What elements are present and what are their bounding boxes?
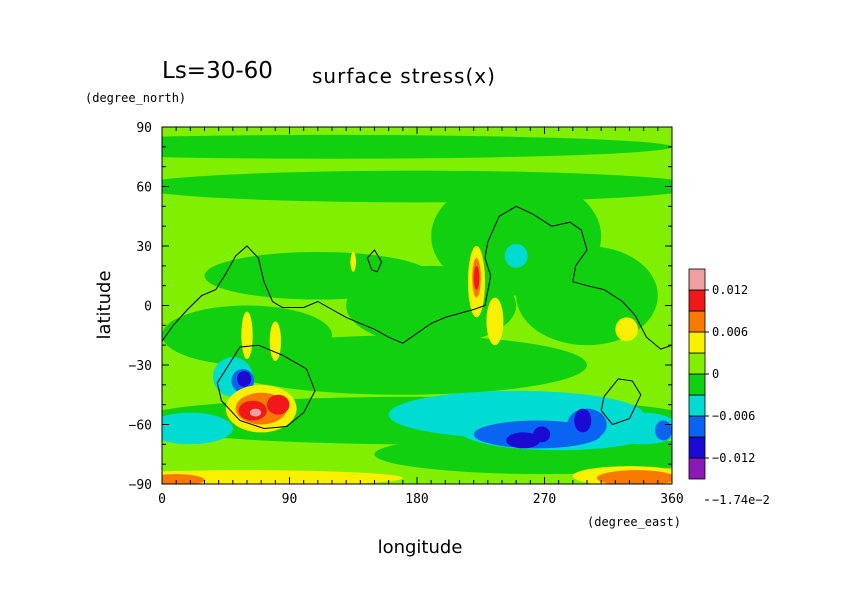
colorbar-swatch-1	[688, 436, 706, 459]
colorbar-swatch-3	[688, 394, 706, 417]
colorbar-label-3: −0.006	[712, 409, 755, 423]
y-axis-title: latitude	[94, 270, 115, 339]
field-patch-29	[615, 317, 639, 342]
colorbar-label-0: 0.012	[712, 283, 748, 297]
field-patch-21	[533, 426, 551, 443]
colorbar-swatch-6	[688, 331, 706, 354]
x-tick-label-270: 270	[533, 492, 556, 507]
y-tick-label-60: 60	[136, 181, 152, 196]
field-patch-30	[350, 251, 357, 272]
chart-title-left: Ls=30-60	[162, 58, 273, 84]
x-tick-label-90: 90	[282, 492, 298, 507]
field-patch-22	[574, 408, 592, 433]
field-patch-31	[162, 470, 403, 484]
chart-title-right: surface stress(x)	[312, 64, 496, 88]
contour-loop-1	[366, 249, 383, 273]
y-tick-label--60: −60	[129, 419, 152, 434]
field-patch-0	[162, 134, 672, 159]
field-patch-38	[266, 394, 290, 415]
colorbar-swatch-2	[688, 415, 706, 438]
x-tick-label-360: 360	[660, 492, 683, 507]
colorbar: 0.012 0.006 0 −0.006 −0.012 −1.74e−2	[688, 268, 770, 507]
contour-loop-2	[600, 378, 642, 426]
y-unit-label: (degree_north)	[85, 91, 186, 105]
y-tick-label--90: −90	[129, 478, 152, 493]
field-patch-23	[237, 370, 252, 387]
y-tick-label-30: 30	[136, 240, 152, 255]
x-tick-label-0: 0	[158, 492, 166, 507]
colorbar-swatch-8	[688, 289, 706, 312]
x-axis-title: longitude	[378, 537, 463, 558]
field-patch-15	[504, 244, 528, 268]
field-patch-34	[162, 474, 205, 484]
field-patch-28	[486, 297, 504, 346]
field-patch-26	[269, 321, 282, 362]
y-tick-label-0: 0	[144, 300, 152, 315]
field-patch-18	[655, 420, 672, 441]
y-tick-label-90: 90	[136, 121, 152, 136]
field-patch-25	[241, 311, 253, 360]
x-unit-label: (degree_east)	[587, 515, 681, 529]
colorbar-swatch-5	[688, 352, 706, 375]
colorbar-swatch-4	[688, 373, 706, 396]
field-patch-12	[162, 412, 233, 445]
contour-loop-0	[216, 344, 316, 430]
colorbar-label-5: −1.74e−2	[712, 493, 770, 507]
field-patch-20	[506, 432, 541, 449]
topography-contours	[162, 205, 672, 430]
field-patch-39	[473, 265, 480, 290]
colorbar-label-4: −0.012	[712, 451, 755, 465]
x-axis: 0 90 180 270 360	[158, 127, 684, 507]
field-patch-40	[249, 408, 262, 417]
x-tick-label-180: 180	[405, 492, 428, 507]
y-tick-label--30: −30	[129, 359, 152, 374]
y-axis: −90 −60 −30 0 30 60 90	[129, 121, 672, 493]
colorbar-swatch-9	[688, 268, 706, 291]
colorbar-swatch-7	[688, 310, 706, 333]
contour-main	[162, 205, 672, 350]
colorbar-label-1: 0.006	[712, 325, 748, 339]
stress-field	[162, 127, 672, 484]
field-patch-1	[162, 170, 672, 203]
colorbar-swatch-0	[688, 457, 706, 480]
colorbar-label-2: 0	[712, 367, 719, 381]
